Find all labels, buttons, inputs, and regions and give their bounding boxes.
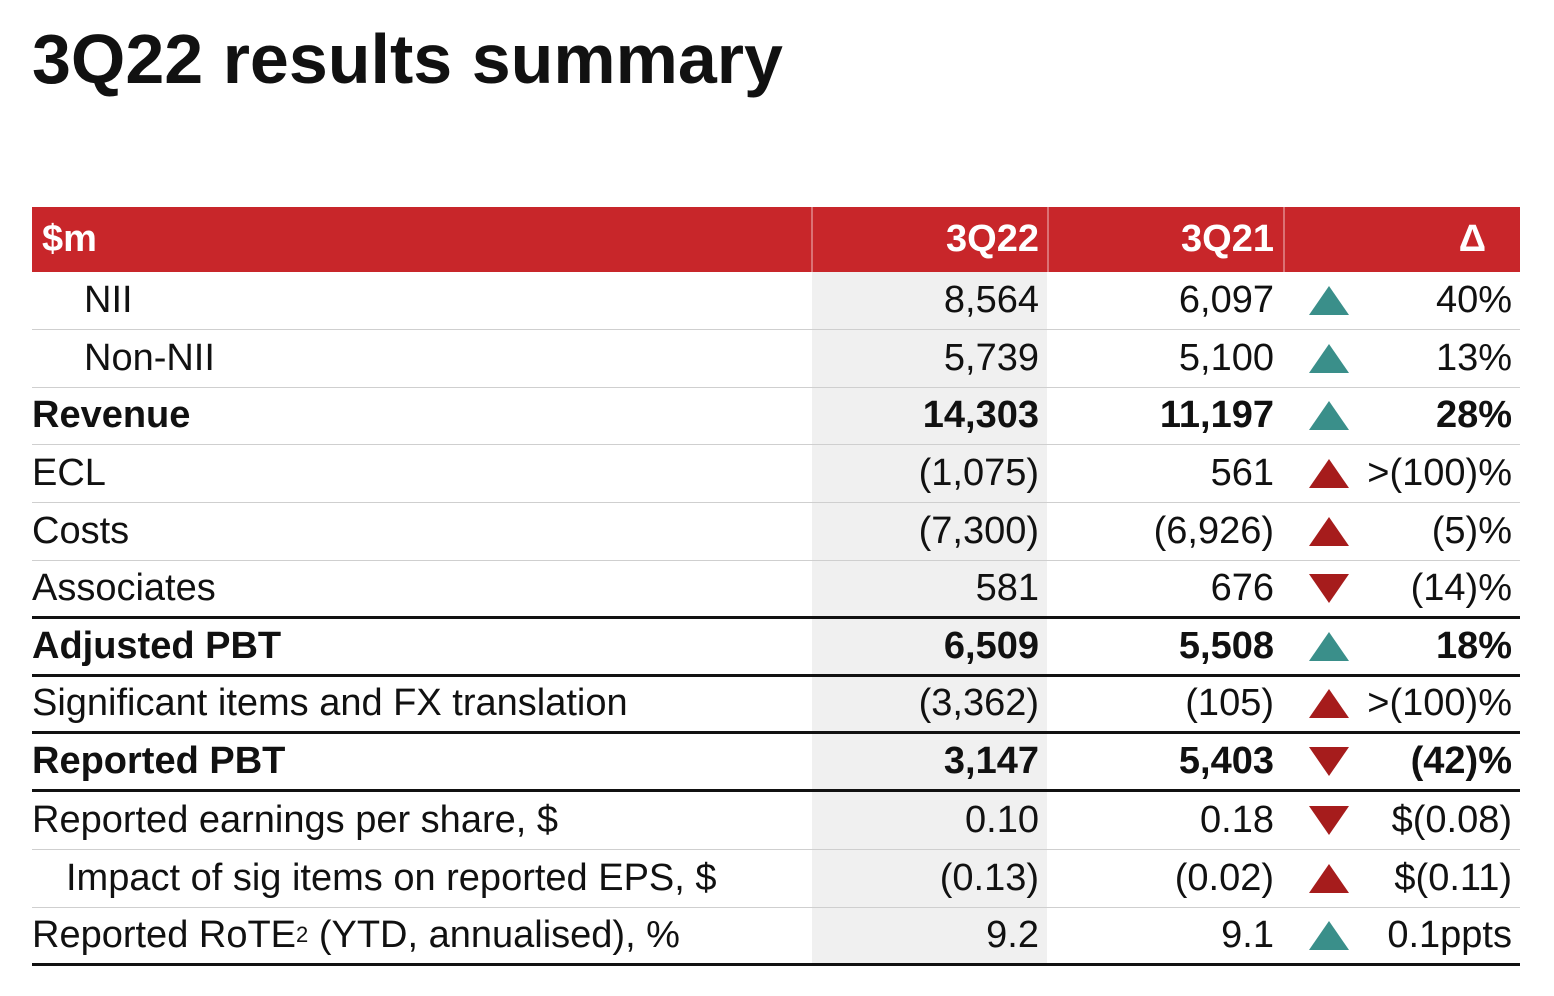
- value-3q21: 6,097: [1178, 278, 1274, 321]
- header-divider: [811, 207, 813, 272]
- results-table: $m 3Q22 3Q21 Δ NII 8,564 6,097 40% Non-N…: [32, 207, 1520, 966]
- value-3q22: 14,303: [812, 387, 1047, 445]
- triangle-up-icon: [1309, 689, 1349, 719]
- row-label: Reported earnings per share, $: [32, 799, 558, 842]
- row-label: Significant items and FX translation: [32, 682, 628, 725]
- table-row-eps: Reported earnings per share, $ 0.10 0.18…: [32, 792, 1520, 850]
- value-delta: 40%: [1435, 278, 1512, 321]
- value-delta: $(0.11): [1394, 856, 1512, 899]
- triangle-up-icon: [1309, 920, 1349, 950]
- value-3q21: 11,197: [1159, 394, 1274, 437]
- value-3q21: (6,926): [1153, 510, 1274, 553]
- header-divider: [1283, 207, 1285, 272]
- header-divider: [1047, 207, 1049, 272]
- header-units: $m: [42, 218, 97, 260]
- table-row-associates: Associates 581 676 (14)%: [32, 560, 1520, 619]
- table-header-row: $m 3Q22 3Q21 Δ: [32, 207, 1520, 272]
- value-3q22: (7,300): [812, 503, 1047, 560]
- table-row-reported-pbt: Reported PBT 3,147 5,403 (42)%: [32, 734, 1520, 793]
- triangle-down-icon: [1309, 747, 1349, 777]
- value-3q21: 0.18: [1200, 799, 1274, 842]
- value-3q21: 5,508: [1178, 624, 1274, 667]
- triangle-up-icon: [1309, 401, 1349, 431]
- value-delta: >(100)%: [1367, 452, 1512, 495]
- row-label: Reported RoTE 2 (YTD, annualised), %: [32, 908, 802, 963]
- value-delta: (5)%: [1431, 510, 1512, 553]
- value-3q21: (105): [1185, 682, 1274, 725]
- value-3q21: 9.1: [1221, 913, 1274, 956]
- header-3q21: 3Q21: [1181, 218, 1274, 260]
- value-delta: 18%: [1435, 624, 1512, 667]
- value-3q22: (3,362): [812, 676, 1047, 732]
- value-delta: (14)%: [1410, 566, 1512, 609]
- value-3q22: 5,739: [812, 329, 1047, 387]
- value-3q21: (0.02): [1174, 856, 1274, 899]
- table-row-ecl: ECL (1,075) 561 >(100)%: [32, 445, 1520, 504]
- row-label: ECL: [32, 452, 106, 495]
- row-label: Associates: [32, 566, 216, 609]
- table-row-significant-items: Significant items and FX translation (3,…: [32, 676, 1520, 735]
- table-row-adjusted-pbt: Adjusted PBT 6,509 5,508 18%: [32, 618, 1520, 677]
- row-label-main: Reported RoTE: [32, 913, 297, 956]
- table-row-rote: Reported RoTE 2 (YTD, annualised), % 9.2 …: [32, 907, 1520, 966]
- triangle-up-icon: [1309, 863, 1349, 893]
- value-3q22: 581: [812, 560, 1047, 616]
- table-row-revenue: Revenue 14,303 11,197 28%: [32, 387, 1520, 446]
- table-row-non-nii: Non-NII 5,739 5,100 13%: [32, 329, 1520, 388]
- value-delta: 13%: [1435, 336, 1512, 379]
- footnote-marker: 2: [296, 922, 309, 948]
- row-label: Costs: [32, 510, 130, 553]
- value-3q21: 676: [1210, 566, 1274, 609]
- value-delta: 0.1ppts: [1387, 913, 1512, 956]
- triangle-up-icon: [1309, 459, 1349, 489]
- value-delta: 28%: [1435, 394, 1512, 437]
- table-row-nii: NII 8,564 6,097 40%: [32, 272, 1520, 330]
- table-row-sig-items-eps: Impact of sig items on reported EPS, $ (…: [32, 849, 1520, 908]
- value-3q21: 561: [1210, 452, 1274, 495]
- triangle-down-icon: [1309, 573, 1349, 603]
- value-3q22: 6,509: [812, 618, 1047, 674]
- value-3q22: 3,147: [812, 734, 1047, 790]
- value-3q22: 9.2: [812, 907, 1047, 963]
- value-delta: (42)%: [1410, 740, 1512, 783]
- value-3q22: (1,075): [812, 445, 1047, 503]
- row-label-suffix: (YTD, annualised), %: [308, 913, 680, 956]
- row-label: Reported PBT: [32, 740, 286, 783]
- triangle-up-icon: [1309, 517, 1349, 547]
- page-title: 3Q22 results summary: [32, 20, 783, 98]
- table-row-costs: Costs (7,300) (6,926) (5)%: [32, 503, 1520, 561]
- value-3q22: 8,564: [812, 272, 1047, 329]
- row-label: NII: [84, 278, 133, 321]
- row-label: Non-NII: [84, 336, 215, 379]
- value-3q22: 0.10: [812, 792, 1047, 849]
- header-3q22: 3Q22: [946, 218, 1039, 260]
- header-delta: Δ: [1458, 218, 1486, 260]
- row-label: Revenue: [32, 394, 191, 437]
- triangle-up-icon: [1309, 631, 1349, 661]
- value-3q21: 5,100: [1178, 336, 1274, 379]
- row-label: Adjusted PBT: [32, 624, 282, 667]
- row-label: Impact of sig items on reported EPS, $: [66, 856, 717, 899]
- triangle-up-icon: [1309, 343, 1349, 373]
- value-3q22: (0.13): [812, 849, 1047, 907]
- triangle-up-icon: [1309, 285, 1349, 315]
- value-delta: >(100)%: [1367, 682, 1512, 725]
- value-3q21: 5,403: [1178, 740, 1274, 783]
- value-delta: $(0.08): [1391, 799, 1512, 842]
- triangle-down-icon: [1309, 806, 1349, 836]
